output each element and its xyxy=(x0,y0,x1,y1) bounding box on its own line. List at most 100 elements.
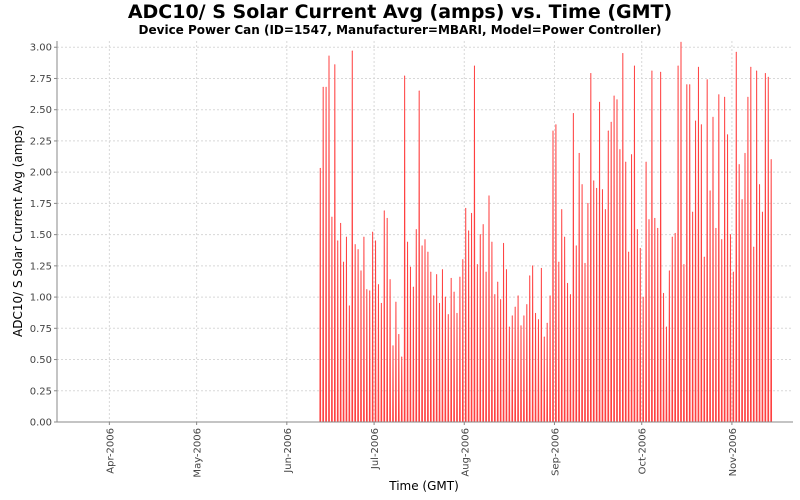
data-point xyxy=(360,270,362,272)
data-point xyxy=(697,66,699,68)
data-point xyxy=(692,211,694,213)
data-point xyxy=(366,289,368,291)
data-point xyxy=(473,65,475,67)
data-point xyxy=(354,244,356,246)
data-point xyxy=(340,222,342,224)
data-point xyxy=(529,275,531,277)
data-point xyxy=(546,322,548,324)
data-point xyxy=(651,70,653,72)
data-point xyxy=(572,112,574,114)
data-point xyxy=(628,251,630,253)
x-axis-label: Time (GMT) xyxy=(388,479,459,493)
data-point xyxy=(555,124,557,126)
data-point xyxy=(476,264,478,266)
data-point xyxy=(724,96,726,98)
data-point xyxy=(380,302,382,304)
data-point xyxy=(761,211,763,213)
y-tick-label: 2.75 xyxy=(30,74,52,85)
chart-title: ADC10/ S Solar Current Avg (amps) vs. Ti… xyxy=(127,1,673,23)
x-tick-label: Jul-2006 xyxy=(370,428,381,470)
data-point xyxy=(456,312,458,314)
y-tick-label: 1.75 xyxy=(30,199,52,210)
data-point xyxy=(747,96,749,98)
data-point xyxy=(404,75,406,77)
data-point xyxy=(587,202,589,204)
data-point xyxy=(596,187,598,189)
data-point xyxy=(549,295,551,297)
data-point xyxy=(727,134,729,136)
data-point xyxy=(520,325,522,327)
data-point xyxy=(372,231,374,233)
y-tick-label: 2.00 xyxy=(30,168,52,179)
data-point xyxy=(759,184,761,186)
data-point xyxy=(468,230,470,232)
data-point xyxy=(732,271,734,273)
y-tick-label: 2.50 xyxy=(30,105,52,116)
data-point xyxy=(514,306,516,308)
data-point xyxy=(377,284,379,286)
data-point xyxy=(517,295,519,297)
data-point xyxy=(721,239,723,241)
data-point xyxy=(331,216,333,218)
data-point xyxy=(674,232,676,234)
data-point xyxy=(677,65,679,67)
data-point xyxy=(744,152,746,154)
data-point xyxy=(668,270,670,272)
data-point xyxy=(412,286,414,288)
y-tick-label: 0.25 xyxy=(30,386,52,397)
data-point xyxy=(631,154,633,156)
data-point xyxy=(599,101,601,103)
data-point xyxy=(407,241,409,243)
data-point xyxy=(683,264,685,266)
x-tick-label: May-2006 xyxy=(193,428,204,478)
data-point xyxy=(482,224,484,226)
data-point xyxy=(639,247,641,249)
data-point xyxy=(430,271,432,273)
data-point xyxy=(756,70,758,72)
data-point xyxy=(663,292,665,294)
data-point xyxy=(584,262,586,264)
data-point xyxy=(564,236,566,238)
data-point xyxy=(532,265,534,267)
data-point xyxy=(398,334,400,336)
data-point xyxy=(465,207,467,209)
data-point xyxy=(741,199,743,201)
data-point xyxy=(645,161,647,163)
chart-subtitle: Device Power Can (ID=1547, Manufacturer=… xyxy=(138,23,662,37)
data-point xyxy=(750,66,752,68)
data-point xyxy=(540,267,542,269)
axes xyxy=(56,41,793,423)
data-point xyxy=(680,41,682,43)
y-tick-label: 1.00 xyxy=(30,293,52,304)
data-point xyxy=(607,130,609,132)
data-point xyxy=(581,184,583,186)
data-point xyxy=(436,274,438,276)
data-point xyxy=(735,51,737,53)
data-point xyxy=(369,290,371,292)
data-point xyxy=(567,282,569,284)
data-point xyxy=(590,72,592,74)
data-point xyxy=(689,84,691,86)
data-point xyxy=(433,295,435,297)
data-point xyxy=(418,90,420,92)
data-point xyxy=(363,236,365,238)
data-point xyxy=(343,261,345,263)
data-point xyxy=(491,241,493,243)
x-tick-labels: Apr-2006 May-2006 Jun-2006 Jul-2006 Aug-2006… xyxy=(105,422,739,478)
data-point xyxy=(459,276,461,278)
data-point xyxy=(712,116,714,118)
y-tick-label: 3.00 xyxy=(30,43,52,54)
data-point xyxy=(636,229,638,231)
data-point xyxy=(415,229,417,231)
data-point xyxy=(569,294,571,296)
data-point xyxy=(657,227,659,229)
data-point xyxy=(334,64,336,66)
data-point xyxy=(718,94,720,96)
data-point xyxy=(488,195,490,197)
data-point xyxy=(508,326,510,328)
data-point xyxy=(543,336,545,338)
data-point xyxy=(453,291,455,293)
data-point xyxy=(319,167,321,169)
data-point xyxy=(552,130,554,132)
